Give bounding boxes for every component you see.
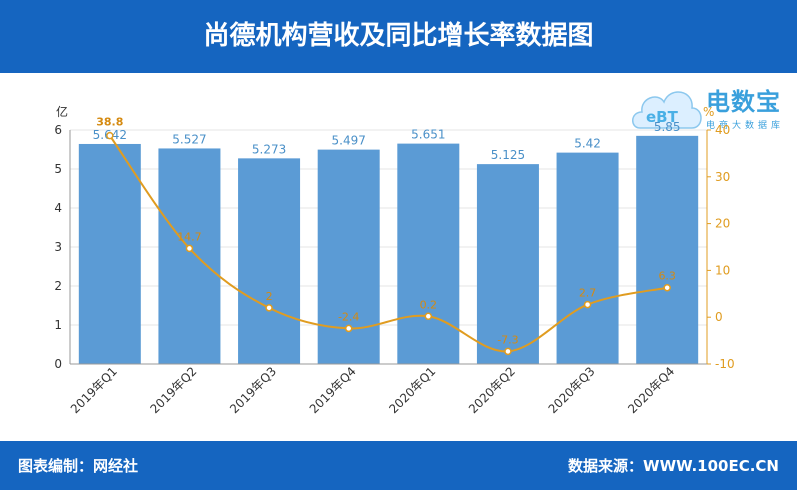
bar: [78, 143, 141, 364]
y-left-tick-label: 5: [54, 162, 62, 176]
footer-bar: 图表编制：网经社 数据来源：WWW.100EC.CN: [0, 441, 797, 490]
line-point: [106, 131, 114, 140]
line-value-label: -2.4: [338, 310, 359, 323]
y-right-tick-label: -10: [715, 357, 735, 371]
x-tick-label: 2019年Q2: [147, 364, 199, 416]
bar-value-label: 5.273: [252, 142, 286, 156]
footer-source: 数据来源：WWW.100EC.CN: [568, 457, 779, 475]
bar: [158, 148, 221, 364]
y-right-tick-label: 0: [715, 310, 723, 324]
header-bar: [0, 0, 797, 73]
logo: eBT 电数宝 电商大数据库: [628, 76, 793, 138]
y-left-tick-label: 2: [54, 279, 62, 293]
line-value-label: 0.2: [420, 298, 438, 311]
axes: 0 1 2 3 4 5 6 -10 0 10 20 30 40 亿 % 2019年Q1 2019年Q2 2019年…: [54, 104, 734, 416]
x-tick-label: 2020年Q3: [546, 364, 598, 416]
x-tick-label: 2020年Q2: [466, 364, 518, 416]
chart-title: 尚德机构营收及同比增长率数据图: [203, 21, 594, 51]
x-tick-label: 2019年Q1: [68, 364, 120, 416]
y-right-tick-label: 40: [715, 123, 730, 137]
line-value-label: 2: [266, 290, 273, 303]
line-point: [583, 300, 592, 309]
bar-value-label: 5.125: [491, 148, 525, 162]
footer-editor: 图表编制：网经社: [18, 457, 139, 475]
line-value-label: 38.8: [96, 116, 123, 129]
logo-text: 电数宝: [706, 88, 781, 116]
bar: [476, 164, 539, 364]
bar-value-label: 5.497: [332, 134, 366, 148]
line-point: [504, 347, 512, 356]
bar-value-label: 5.42: [574, 137, 601, 151]
line-value-label: 2.7: [579, 287, 597, 300]
x-tick-label: 2020年Q4: [625, 364, 677, 416]
svg-text:eBT: eBT: [646, 108, 679, 126]
y-right-tick-label: 20: [715, 217, 730, 231]
y-left-unit: 亿: [56, 104, 68, 119]
x-tick-label: 2020年Q1: [386, 364, 438, 416]
x-tick-label: 2019年Q4: [307, 364, 359, 416]
bar-value-label: 5.651: [411, 128, 445, 142]
y-right-unit: %: [703, 105, 714, 119]
bar-value-label: 5.85: [654, 120, 681, 134]
bar: [397, 143, 460, 364]
line-value-label: 14.7: [177, 230, 202, 243]
growth-line: 38.8 14.7 2 -2.4 0.2 -7.3 2.7 6.3: [96, 116, 676, 356]
line-point: [424, 312, 433, 321]
y-right-tick-label: 10: [715, 263, 730, 277]
y-left-tick-label: 0: [54, 357, 62, 371]
line-value-label: 6.3: [658, 270, 676, 283]
y-left-tick-label: 1: [54, 318, 62, 332]
bar-value-label: 5.527: [172, 132, 206, 146]
bar: [556, 152, 619, 364]
line-value-label: -7.3: [497, 333, 518, 346]
y-left-tick-label: 6: [54, 123, 62, 137]
line-point: [663, 283, 671, 292]
cloud-ebt-icon: eBT: [632, 91, 702, 129]
bar: [238, 158, 301, 364]
logo-subtitle: 电商大数据库: [706, 121, 785, 131]
line-point: [265, 304, 273, 312]
bar: [636, 135, 699, 364]
x-tick-label: 2019年Q3: [227, 364, 279, 416]
y-left-tick-label: 4: [54, 201, 62, 215]
y-left-tick-label: 3: [54, 240, 62, 254]
y-right-tick-label: 30: [715, 170, 730, 184]
line-point: [344, 324, 353, 333]
line-point: [185, 244, 194, 253]
